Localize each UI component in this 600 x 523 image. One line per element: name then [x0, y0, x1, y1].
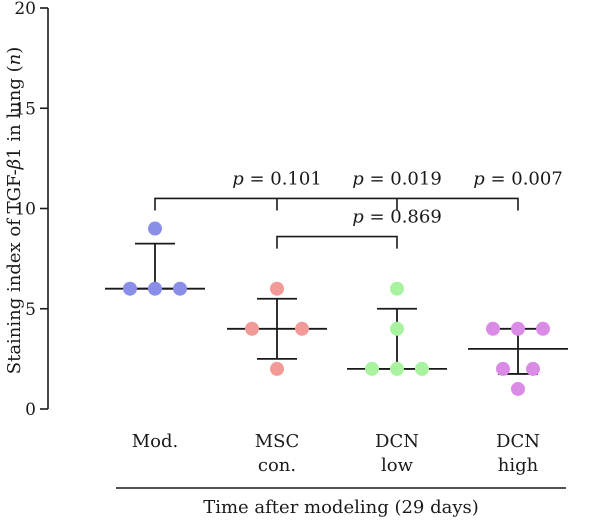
comparison-bracket-1: [154, 197, 519, 211]
comparison-bracket-2: [276, 235, 398, 249]
axes: 0 5 10 15 20: [14, 0, 49, 420]
data-point-2-4: [270, 361, 284, 376]
data-point-4-1: [486, 321, 500, 336]
category-label-3: DCN low: [375, 431, 419, 476]
y-tick-label-10: 10: [14, 200, 36, 220]
data-point-4-4: [496, 361, 510, 376]
data-point-3-4: [390, 361, 404, 376]
data-point-1-3: [148, 281, 162, 296]
data-point-1-1: [148, 221, 162, 236]
y-tick-label-0: 0: [25, 400, 36, 420]
data-point-2-3: [295, 321, 309, 336]
data-point-4-2: [511, 321, 525, 336]
data-point-1-2: [123, 281, 137, 296]
y-axis-title: Staining index of TGF-β1 in lung (n): [4, 47, 25, 375]
y-tick-label-15: 15: [14, 99, 36, 119]
comparison-brackets: p = 0.101 p = 0.019 p = 0.007 p = 0.869: [154, 168, 563, 249]
x-axis-title: Time after modeling (29 days): [203, 497, 479, 518]
data-point-4-6: [511, 381, 525, 396]
data-point-3-1: [390, 281, 404, 296]
summary-marker-3: [347, 307, 447, 370]
p-value-label-1-1: p = 0.101: [232, 168, 322, 189]
p-value-label-1-3: p = 0.007: [473, 168, 563, 189]
p-value-label-1-2: p = 0.019: [352, 168, 442, 189]
y-tick-label-5: 5: [25, 300, 36, 320]
y-ticks: 0 5 10 15 20: [14, 0, 48, 420]
category-label-2: MSC con.: [255, 431, 300, 476]
median-iqr-markers: [105, 242, 568, 375]
summary-marker-2: [227, 297, 327, 360]
data-points: [123, 221, 550, 396]
data-point-3-2: [390, 321, 404, 336]
data-point-1-4: [173, 281, 187, 296]
data-point-4-3: [536, 321, 550, 336]
y-tick-label-20: 20: [14, 0, 36, 19]
data-point-3-5: [415, 361, 429, 376]
category-labels: Mod. MSC con. DCN low DCN high: [132, 431, 540, 476]
category-label-1: Mod.: [132, 431, 179, 452]
data-point-3-3: [365, 361, 379, 376]
data-point-2-2: [245, 321, 259, 336]
data-point-4-5: [526, 361, 540, 376]
data-point-2-1: [270, 281, 284, 296]
p-value-label-2-1: p = 0.869: [352, 207, 442, 228]
category-label-4: DCN high: [496, 431, 540, 476]
